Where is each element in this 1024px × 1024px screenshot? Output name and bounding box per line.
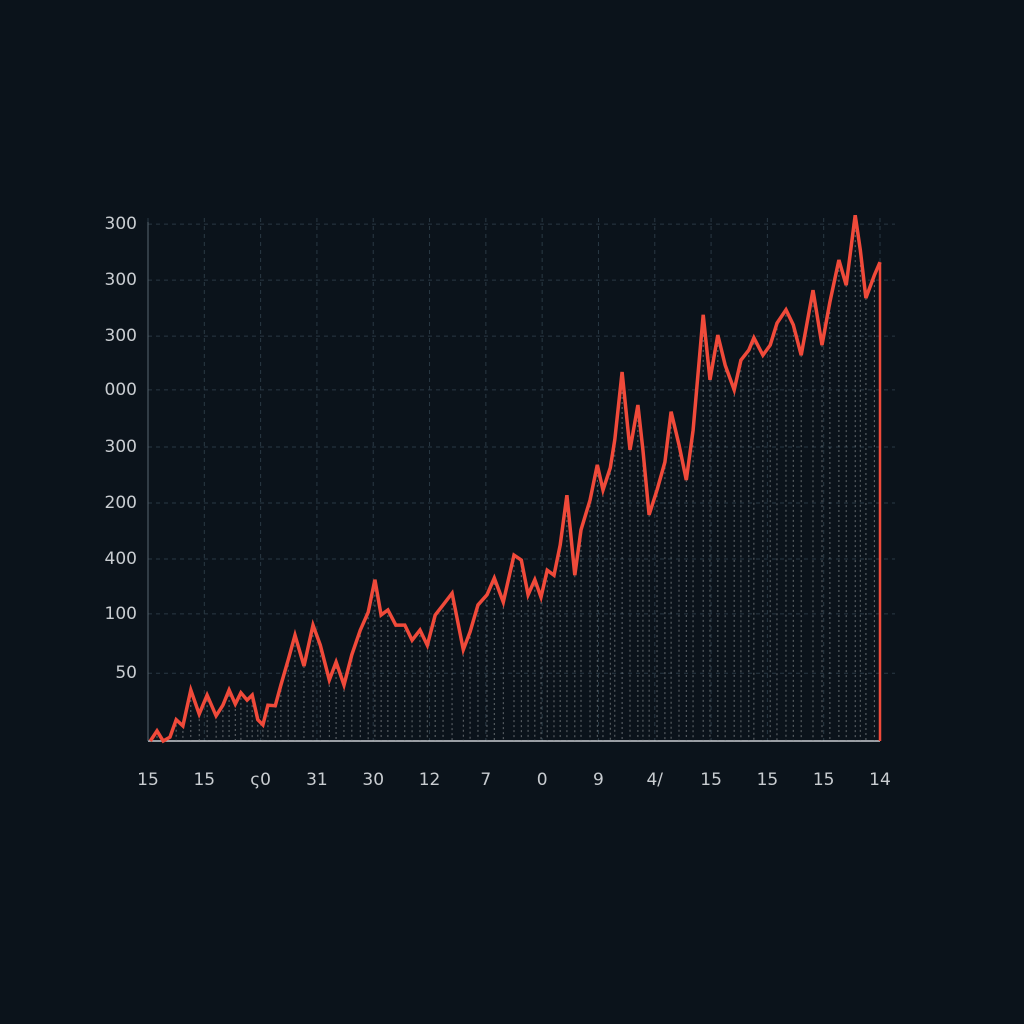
x-tick-label: 9 — [593, 770, 604, 790]
x-tick-label: 30 — [362, 770, 384, 790]
y-tick-label: 300 — [105, 214, 137, 234]
x-tick-label: 15 — [813, 770, 835, 790]
y-tick-label: 50 — [115, 663, 137, 683]
x-tick-label: 15 — [137, 770, 159, 790]
y-tick-label: 400 — [105, 549, 137, 569]
x-tick-label: 15 — [193, 770, 215, 790]
data-line — [148, 214, 882, 744]
x-tick-label: 15 — [700, 770, 722, 790]
y-tick-label: 100 — [105, 604, 137, 624]
y-tick-label: 300 — [105, 326, 137, 346]
x-tick-label: 4/ — [646, 770, 663, 790]
x-tick-label: 0 — [537, 770, 548, 790]
y-tick-label: 200 — [105, 493, 137, 513]
y-tick-label: 000 — [105, 380, 137, 400]
x-tick-label: 14 — [869, 770, 891, 790]
x-tick-label: 12 — [419, 770, 441, 790]
y-tick-label: 300 — [105, 437, 137, 457]
x-tick-label: 15 — [757, 770, 779, 790]
x-tick-label: ς0 — [250, 770, 271, 790]
y-tick-label: 300 — [105, 270, 137, 290]
x-tick-label: 7 — [480, 770, 491, 790]
x-tick-label: 31 — [306, 770, 328, 790]
